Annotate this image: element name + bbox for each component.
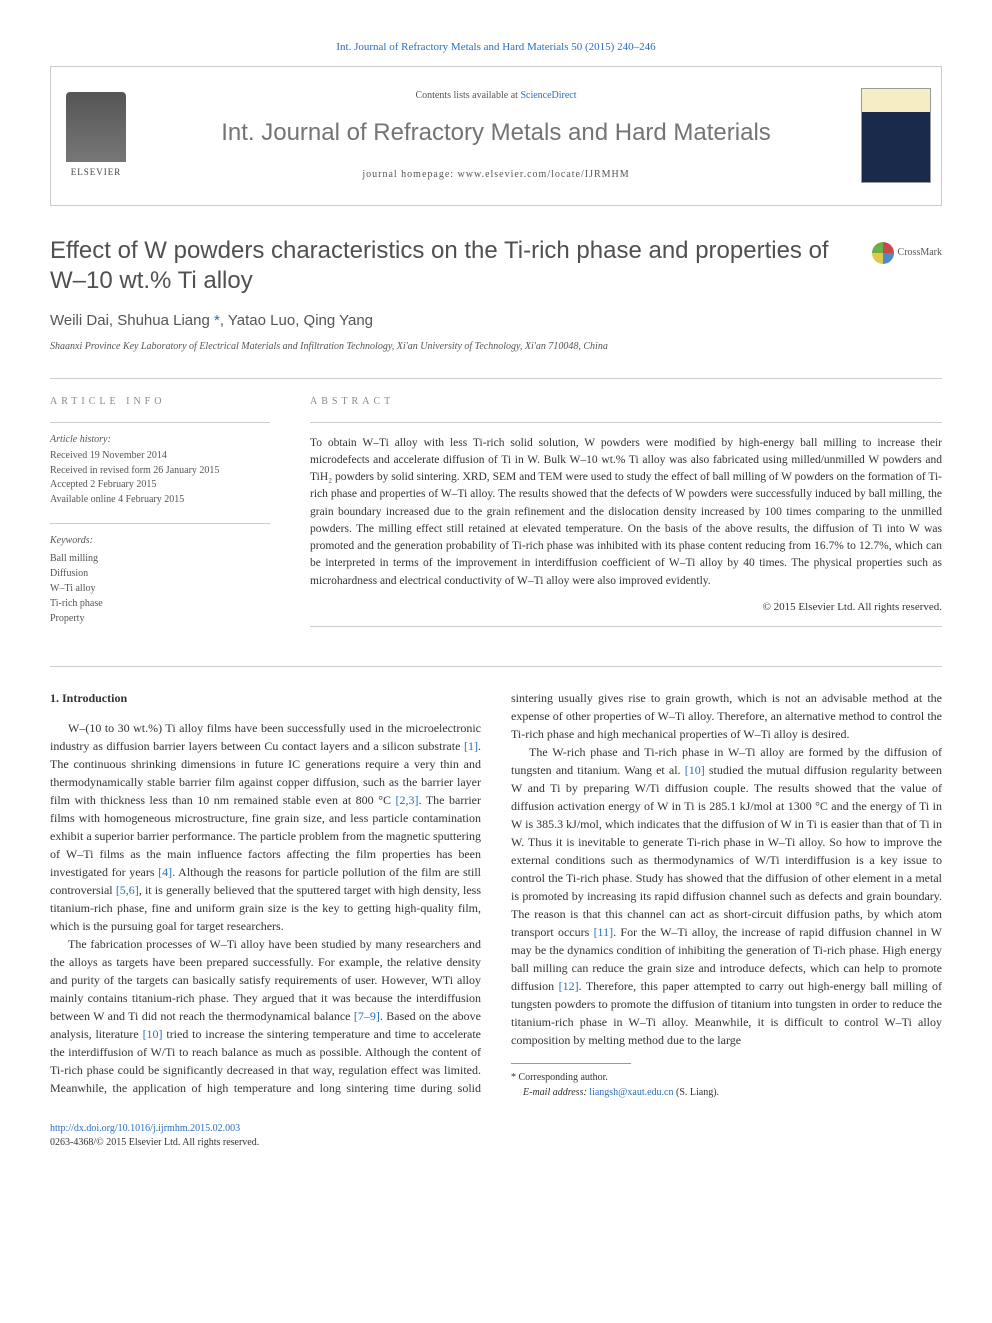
- authors-line: Weili Dai, Shuhua Liang *, Yatao Luo, Qi…: [50, 310, 942, 332]
- history-label: Article history:: [50, 433, 270, 448]
- contents-prefix: Contents lists available at: [415, 90, 520, 101]
- sciencedirect-link[interactable]: ScienceDirect: [520, 90, 576, 101]
- citation-link[interactable]: [2,3]: [396, 793, 419, 807]
- header-center: Contents lists available at ScienceDirec…: [141, 67, 851, 205]
- keyword: W–Ti alloy: [50, 581, 270, 596]
- keyword: Ti-rich phase: [50, 596, 270, 611]
- crossmark-badge[interactable]: CrossMark: [872, 242, 942, 264]
- citation-link[interactable]: [11]: [594, 925, 614, 939]
- corresponding-star-icon: *: [214, 312, 220, 329]
- abstract-text: To obtain W–Ti alloy with less Ti-rich s…: [310, 435, 942, 590]
- corresponding-author-note: * Corresponding author.: [511, 1070, 942, 1085]
- keywords-label: Keywords:: [50, 534, 270, 549]
- contents-list-line: Contents lists available at ScienceDirec…: [415, 89, 576, 104]
- journal-name: Int. Journal of Refractory Metals and Ha…: [221, 116, 771, 151]
- journal-cover-thumb: [851, 67, 941, 205]
- keywords-list: Ball milling Diffusion W–Ti alloy Ti-ric…: [50, 551, 270, 626]
- history-revised: Received in revised form 26 January 2015: [50, 464, 270, 479]
- doi-link[interactable]: http://dx.doi.org/10.1016/j.ijrmhm.2015.…: [50, 1122, 942, 1137]
- email-link[interactable]: liangsh@xaut.edu.cn: [589, 1087, 673, 1098]
- keyword: Diffusion: [50, 566, 270, 581]
- abstract-heading: abstract: [310, 395, 942, 410]
- citation-link[interactable]: [10]: [685, 763, 705, 777]
- citation-link[interactable]: [5,6]: [116, 883, 139, 897]
- history-accepted: Accepted 2 February 2015: [50, 478, 270, 493]
- body-divider: [50, 666, 942, 667]
- crossmark-label: CrossMark: [898, 246, 942, 261]
- abstract-copyright: © 2015 Elsevier Ltd. All rights reserved…: [310, 600, 942, 616]
- elsevier-logo: ELSEVIER: [51, 67, 141, 205]
- page-footer: http://dx.doi.org/10.1016/j.ijrmhm.2015.…: [50, 1122, 942, 1151]
- abstract-column: abstract To obtain W–Ti alloy with less …: [310, 395, 942, 642]
- citation-link[interactable]: [4]: [158, 865, 172, 879]
- top-citation[interactable]: Int. Journal of Refractory Metals and Ha…: [50, 40, 942, 56]
- affiliation: Shaanxi Province Key Laboratory of Elect…: [50, 340, 942, 355]
- section-heading: 1. Introduction: [50, 689, 481, 707]
- journal-header: ELSEVIER Contents lists available at Sci…: [50, 66, 942, 206]
- article-info-column: article info Article history: Received 1…: [50, 395, 270, 642]
- article-title: Effect of W powders characteristics on t…: [50, 236, 860, 296]
- issn-copyright: 0263-4368/© 2015 Elsevier Ltd. All right…: [50, 1136, 942, 1151]
- citation-link[interactable]: [12]: [559, 979, 579, 993]
- history-received: Received 19 November 2014: [50, 449, 270, 464]
- cover-image-icon: [861, 88, 931, 183]
- citation-link[interactable]: [10]: [143, 1027, 163, 1041]
- crossmark-icon: [872, 242, 894, 264]
- elsevier-label: ELSEVIER: [71, 166, 122, 179]
- citation-link[interactable]: [7–9]: [354, 1009, 380, 1023]
- body-paragraph: W–(10 to 30 wt.%) Ti alloy films have be…: [50, 719, 481, 935]
- citation-link[interactable]: [1]: [464, 739, 478, 753]
- history-online: Available online 4 February 2015: [50, 493, 270, 508]
- body-paragraph: The W-rich phase and Ti-rich phase in W–…: [511, 743, 942, 1049]
- journal-homepage: journal homepage: www.elsevier.com/locat…: [362, 168, 629, 183]
- body-text: 1. Introduction W–(10 to 30 wt.%) Ti all…: [50, 689, 942, 1100]
- homepage-url[interactable]: www.elsevier.com/locate/IJRMHM: [458, 169, 630, 180]
- keyword: Ball milling: [50, 551, 270, 566]
- footnote-divider: [511, 1063, 631, 1064]
- elsevier-tree-icon: [66, 92, 126, 162]
- article-info-heading: article info: [50, 395, 270, 410]
- email-note: E-mail address: liangsh@xaut.edu.cn (S. …: [511, 1085, 942, 1100]
- keyword: Property: [50, 611, 270, 626]
- homepage-prefix: journal homepage:: [362, 169, 457, 180]
